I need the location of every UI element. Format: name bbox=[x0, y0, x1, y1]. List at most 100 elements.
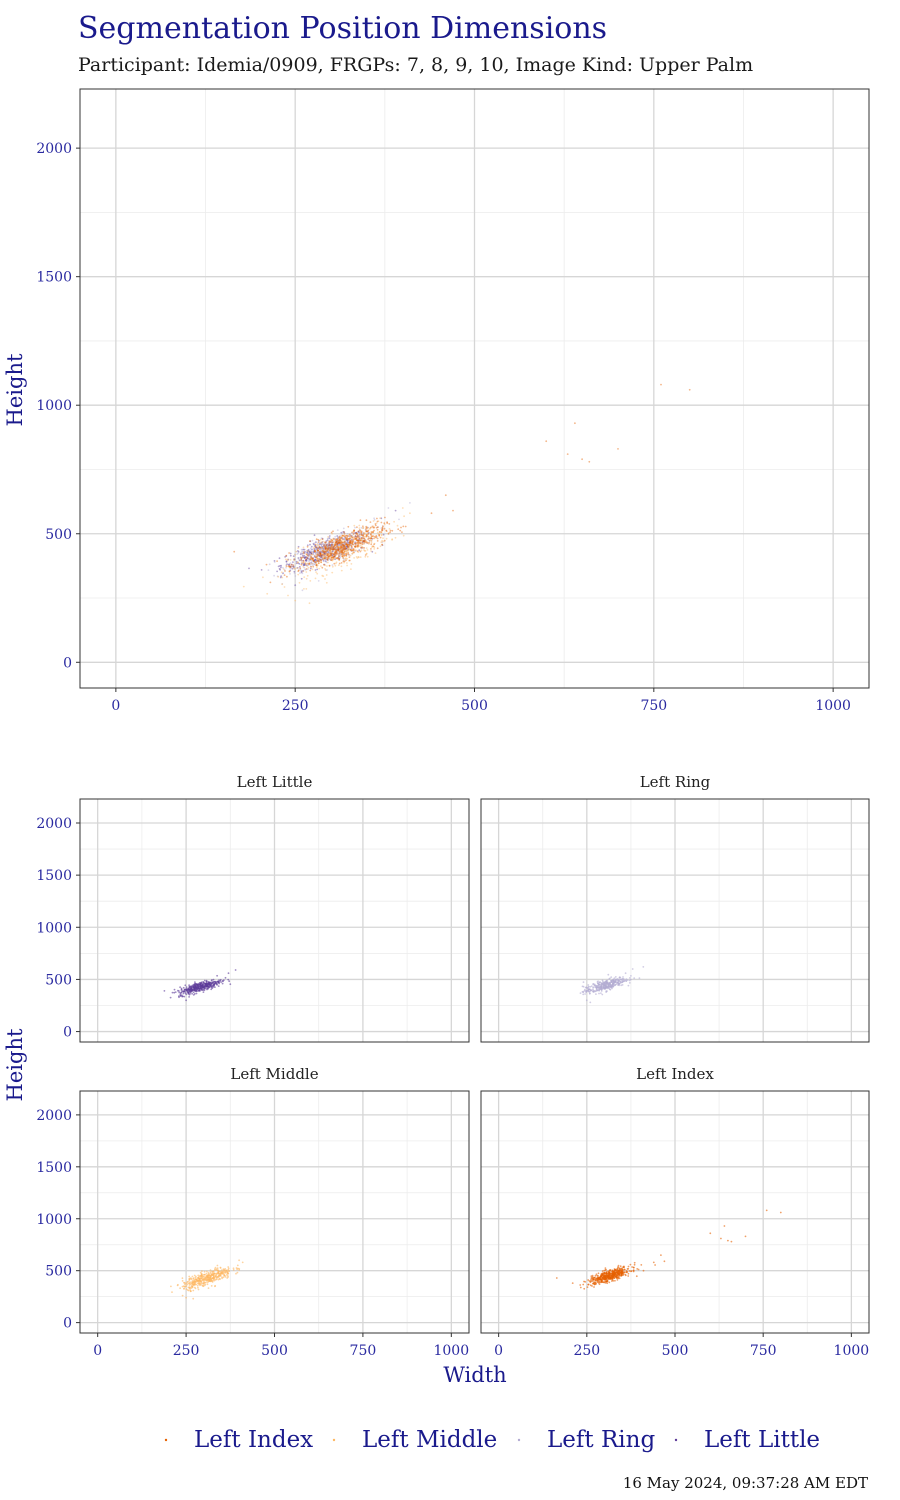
data-point-left-ring bbox=[625, 978, 628, 980]
data-point-left-little bbox=[324, 556, 327, 558]
data-point-left-middle bbox=[348, 544, 351, 546]
data-point-left-middle bbox=[302, 552, 305, 555]
data-point-left-ring bbox=[307, 555, 310, 558]
data-point-left-middle bbox=[213, 1279, 216, 1282]
data-point-left-little bbox=[285, 560, 288, 563]
data-point-left-little bbox=[326, 539, 329, 542]
data-point-left-little bbox=[319, 558, 322, 561]
data-point-left-little bbox=[326, 544, 328, 546]
data-point-left-middle bbox=[320, 565, 322, 567]
data-point-left-index bbox=[654, 1264, 656, 1266]
data-point-left-little bbox=[312, 542, 315, 545]
data-point-left-little bbox=[343, 542, 345, 544]
data-point-left-little bbox=[324, 553, 326, 556]
data-point-left-middle bbox=[355, 556, 358, 558]
data-point-left-middle bbox=[328, 550, 331, 552]
data-point-left-middle bbox=[222, 1268, 225, 1271]
data-point-left-index bbox=[323, 551, 326, 554]
data-point-left-little bbox=[321, 537, 324, 540]
data-point-left-middle bbox=[348, 542, 351, 544]
data-point-left-middle bbox=[321, 553, 324, 555]
data-point-left-little bbox=[174, 991, 177, 993]
data-point-left-index bbox=[337, 548, 340, 551]
data-point-left-middle bbox=[318, 562, 320, 565]
data-point-left-index bbox=[709, 1232, 712, 1235]
data-point-left-little bbox=[199, 987, 202, 990]
data-point-left-ring bbox=[315, 551, 318, 554]
data-point-left-little bbox=[288, 565, 291, 567]
data-point-left-middle bbox=[367, 530, 369, 533]
data-point-left-middle bbox=[210, 1277, 213, 1280]
data-point-left-index bbox=[353, 529, 355, 531]
data-point-left-ring bbox=[273, 561, 276, 563]
data-point-left-ring bbox=[350, 534, 353, 537]
data-point-left-middle bbox=[333, 545, 336, 547]
data-point-left-ring bbox=[353, 542, 356, 544]
data-point-left-middle bbox=[322, 556, 325, 558]
data-point-left-ring bbox=[352, 532, 355, 535]
data-point-left-ring bbox=[357, 539, 360, 542]
data-point-left-little bbox=[354, 541, 356, 544]
data-point-left-middle bbox=[335, 561, 338, 564]
data-point-left-ring bbox=[325, 558, 328, 561]
data-point-left-middle bbox=[318, 557, 320, 560]
data-point-left-little bbox=[338, 542, 341, 545]
data-point-left-ring bbox=[351, 552, 354, 555]
data-point-left-middle bbox=[300, 559, 302, 562]
data-point-left-ring bbox=[595, 985, 598, 987]
data-point-left-little bbox=[318, 551, 320, 554]
data-point-left-index bbox=[302, 556, 304, 559]
data-point-left-little bbox=[290, 565, 293, 568]
data-point-left-ring bbox=[333, 537, 336, 540]
data-point-left-middle bbox=[305, 588, 308, 590]
data-point-left-little bbox=[300, 562, 303, 565]
data-point-left-middle bbox=[196, 1284, 199, 1287]
legend-key-left-little bbox=[674, 1438, 678, 1442]
data-point-left-ring bbox=[339, 555, 342, 557]
data-point-left-index bbox=[319, 546, 322, 549]
data-point-left-middle bbox=[357, 551, 360, 554]
x-tick-label: 750 bbox=[750, 1343, 777, 1359]
data-point-left-ring bbox=[317, 580, 320, 582]
data-point-left-middle bbox=[336, 538, 338, 541]
data-point-left-index bbox=[284, 570, 286, 572]
data-point-left-ring bbox=[324, 558, 327, 560]
data-point-left-middle bbox=[331, 548, 334, 551]
data-point-left-middle bbox=[303, 576, 306, 578]
data-point-left-index bbox=[345, 553, 348, 556]
data-point-left-little bbox=[200, 981, 203, 984]
data-point-left-index bbox=[344, 553, 347, 555]
data-point-left-little bbox=[313, 560, 316, 563]
data-point-left-index bbox=[334, 543, 337, 546]
data-point-left-index bbox=[334, 553, 337, 556]
data-point-left-little bbox=[313, 534, 316, 537]
data-point-left-ring bbox=[341, 542, 344, 545]
data-point-left-index bbox=[319, 554, 322, 557]
data-point-left-index bbox=[376, 528, 379, 531]
data-point-left-index bbox=[608, 1269, 611, 1272]
data-point-left-little bbox=[347, 538, 349, 540]
data-point-left-index bbox=[329, 548, 332, 551]
data-point-left-ring bbox=[324, 544, 327, 547]
data-point-left-ring bbox=[310, 556, 312, 559]
data-point-left-little bbox=[331, 550, 334, 553]
data-point-left-index bbox=[380, 529, 383, 531]
data-point-left-index bbox=[452, 509, 454, 512]
series-left-little bbox=[248, 509, 397, 587]
data-point-left-ring bbox=[299, 572, 301, 574]
data-point-left-middle bbox=[341, 550, 344, 553]
data-point-left-middle bbox=[370, 541, 373, 544]
data-point-left-index bbox=[624, 1274, 627, 1277]
data-point-left-little bbox=[177, 989, 179, 992]
data-point-left-index bbox=[340, 537, 342, 540]
data-point-left-ring bbox=[333, 546, 336, 548]
data-point-left-ring bbox=[614, 976, 617, 978]
data-point-left-index bbox=[365, 519, 368, 522]
data-point-left-little bbox=[347, 542, 349, 544]
data-point-left-little bbox=[197, 983, 200, 986]
data-point-left-middle bbox=[348, 546, 351, 549]
data-point-left-index bbox=[337, 541, 340, 544]
data-point-left-little bbox=[337, 548, 340, 551]
data-point-left-ring bbox=[313, 542, 316, 544]
data-point-left-ring bbox=[327, 548, 330, 551]
